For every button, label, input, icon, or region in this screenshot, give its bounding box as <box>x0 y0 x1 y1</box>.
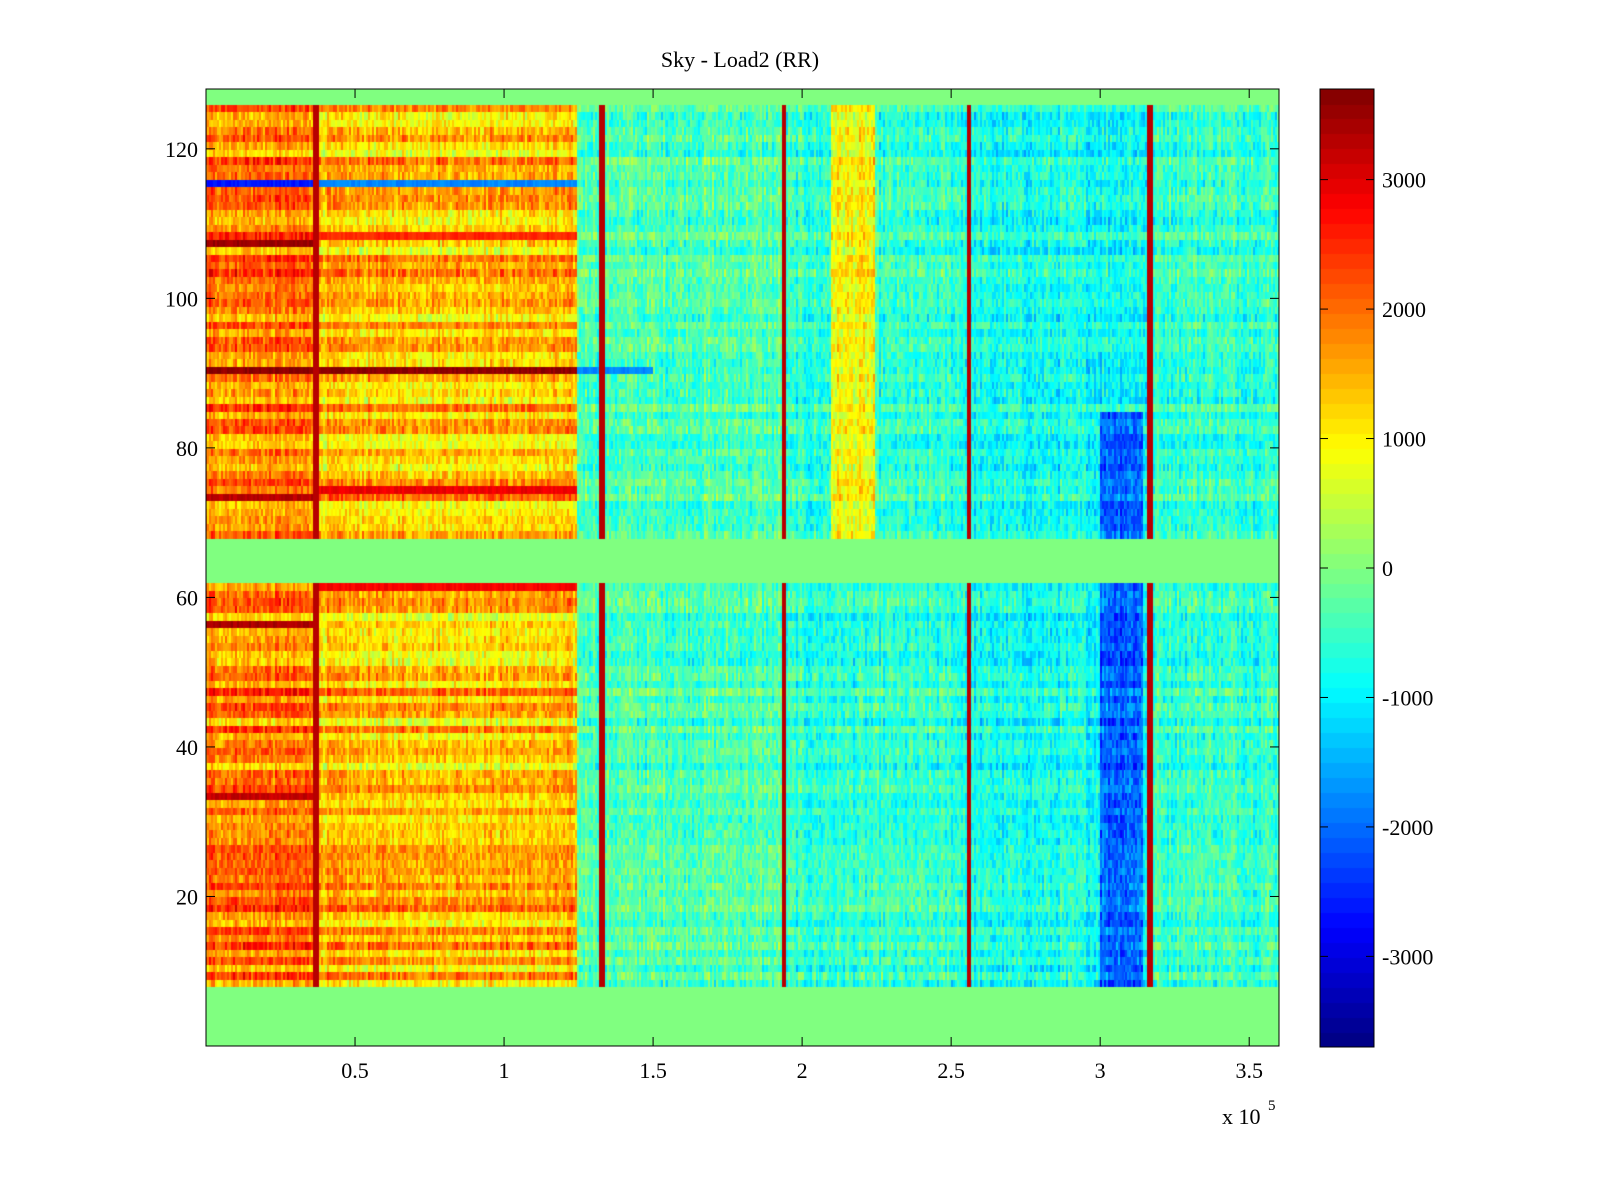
heatmap-plot-area <box>205 88 1280 1047</box>
y-tick-label: 100 <box>165 286 198 311</box>
y-tick-label: 20 <box>176 884 198 909</box>
x-tick-label: 3 <box>1095 1058 1106 1083</box>
colorbar-tick-label: 0 <box>1382 556 1393 581</box>
heatmap-cells <box>206 89 1279 1046</box>
colorbar: -3000 -2000 -1000 0 1000 2000 3000 <box>1319 88 1433 1048</box>
y-tick-label: 120 <box>165 137 198 162</box>
x-tick-label: 2.5 <box>937 1058 965 1083</box>
colorbar-tick-label: -2000 <box>1382 815 1433 840</box>
colorbar-tick-label: 1000 <box>1382 427 1426 452</box>
plot-frame <box>205 88 1280 1047</box>
x-tick-label: 3.5 <box>1235 1058 1263 1083</box>
x-multiplier-exponent: 5 <box>1268 1098 1276 1114</box>
x-tick-label: 2 <box>797 1058 808 1083</box>
colorbar-tick-label: 3000 <box>1382 168 1426 193</box>
colorbar-tick-label: 2000 <box>1382 297 1426 322</box>
x-multiplier-base: x 10 <box>1222 1104 1261 1129</box>
x-axis: 0.5 1 1.5 2 2.5 3 3.5 <box>341 89 1263 1083</box>
colorbar-ticks: -3000 -2000 -1000 0 1000 2000 3000 <box>1320 168 1433 969</box>
x-tick-label: 0.5 <box>341 1058 369 1083</box>
y-tick-label: 40 <box>176 735 198 760</box>
colorbar-gradient <box>1320 89 1374 1047</box>
y-axis: 20 40 60 80 100 120 <box>165 137 1279 909</box>
x-tick-label: 1 <box>499 1058 510 1083</box>
x-tick-label: 1.5 <box>639 1058 667 1083</box>
chart-title: Sky - Load2 (RR) <box>661 47 819 72</box>
y-tick-label: 60 <box>176 585 198 610</box>
colorbar-tick-label: -1000 <box>1382 685 1433 710</box>
colorbar-tick-label: -3000 <box>1382 944 1433 969</box>
x-multiplier: x 10 5 <box>1222 1098 1276 1129</box>
y-tick-label: 80 <box>176 436 198 461</box>
